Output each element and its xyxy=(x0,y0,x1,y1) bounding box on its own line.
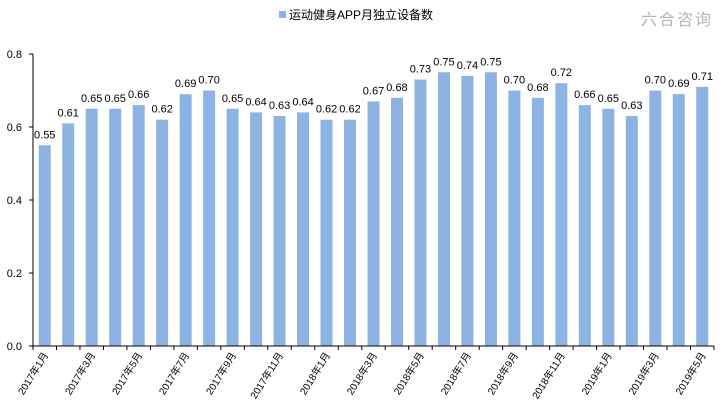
x-tick-label: 2018年9月 xyxy=(485,350,521,397)
bar xyxy=(672,94,685,347)
data-label: 0.55 xyxy=(34,129,55,141)
data-label: 0.63 xyxy=(621,100,642,112)
x-tick-label: 2018年7月 xyxy=(438,350,474,397)
bar xyxy=(297,112,310,347)
x-tick-label: 2018年3月 xyxy=(344,350,380,397)
x-tick-label: 2019年1月 xyxy=(579,350,615,397)
data-label: 0.72 xyxy=(551,67,572,79)
x-tick-label: 2019年3月 xyxy=(625,350,661,397)
bar xyxy=(484,72,497,346)
bar xyxy=(578,105,591,346)
bar xyxy=(414,79,427,347)
data-label: 0.70 xyxy=(504,75,525,87)
bar xyxy=(226,108,239,346)
bar xyxy=(109,108,122,346)
data-label: 0.66 xyxy=(574,89,595,101)
bar xyxy=(156,119,169,346)
x-tick-label: 2018年5月 xyxy=(391,350,427,397)
data-label: 0.65 xyxy=(222,93,243,105)
bar xyxy=(696,86,709,346)
data-labels: 0.550.610.65 0.65 0.660.620.69 0.700.65 0.64… xyxy=(34,56,713,141)
bar xyxy=(85,108,98,346)
data-label: 0.65 xyxy=(598,93,619,105)
data-label: 0.71 xyxy=(692,71,713,83)
x-tick-label: 2017年7月 xyxy=(156,350,192,397)
x-tick-label: 2019年5月 xyxy=(672,350,708,397)
watermark: 六合咨询 xyxy=(640,12,713,29)
data-label: 0.69 xyxy=(175,78,196,90)
data-label: 0.63 xyxy=(269,100,290,112)
bar xyxy=(390,97,403,346)
bar xyxy=(203,90,216,346)
data-label: 0.65 xyxy=(104,93,125,105)
x-tick-label: 2017年9月 xyxy=(203,350,239,397)
bar xyxy=(461,75,474,347)
bar xyxy=(250,112,263,347)
bar xyxy=(555,83,568,346)
bar xyxy=(508,90,521,346)
x-tick-label: 2017年1月 xyxy=(15,350,51,397)
data-label: 0.61 xyxy=(58,107,79,119)
bar xyxy=(625,116,638,346)
bar xyxy=(602,108,615,346)
data-label: 0.64 xyxy=(245,96,266,108)
x-axis: 2017年1月 2017年3月 2017年5月 2017年7月 2017年9月 2017年… xyxy=(15,345,715,402)
bar xyxy=(367,101,380,346)
bar xyxy=(320,119,333,346)
data-label: 0.66 xyxy=(128,89,149,101)
y-axis: 0.0 0.2 0.4 0.6 0.8 xyxy=(7,49,34,353)
legend: 运动健身APP月独立设备数 xyxy=(279,7,433,22)
data-label: 0.75 xyxy=(480,56,501,68)
data-label: 0.62 xyxy=(339,104,360,116)
data-label: 0.70 xyxy=(645,75,666,87)
bar xyxy=(132,105,145,346)
data-label: 0.68 xyxy=(527,82,548,94)
data-label: 0.67 xyxy=(363,85,384,97)
data-label: 0.70 xyxy=(198,75,219,87)
x-tick-label: 2017年3月 xyxy=(62,350,98,397)
x-tick-label: 2018年11月 xyxy=(529,350,568,402)
data-label: 0.65 xyxy=(81,93,102,105)
x-tick-label: 2017年5月 xyxy=(109,350,145,397)
data-label: 0.74 xyxy=(457,60,478,72)
x-tick-label: 2018年1月 xyxy=(297,350,333,397)
bar xyxy=(531,97,544,346)
data-label: 0.69 xyxy=(668,78,689,90)
legend-swatch xyxy=(279,11,286,18)
bar xyxy=(344,119,357,346)
y-tick-label: 0.0 xyxy=(7,341,22,353)
data-label: 0.62 xyxy=(151,104,172,116)
y-tick-label: 0.6 xyxy=(7,122,22,134)
data-label: 0.75 xyxy=(433,56,454,68)
bars xyxy=(38,72,709,347)
data-label: 0.64 xyxy=(292,96,313,108)
data-label: 0.73 xyxy=(410,64,431,76)
bar xyxy=(273,116,286,346)
y-tick-label: 0.8 xyxy=(7,49,22,61)
bar xyxy=(62,123,75,346)
bar xyxy=(179,94,192,347)
data-label: 0.62 xyxy=(316,104,337,116)
y-tick-label: 0.2 xyxy=(7,268,22,280)
bar xyxy=(38,145,51,346)
bar xyxy=(649,90,662,346)
bar xyxy=(437,72,450,346)
y-tick-label: 0.4 xyxy=(7,195,22,207)
data-label: 0.68 xyxy=(386,82,407,94)
x-tick-label: 2017年11月 xyxy=(247,350,286,402)
legend-label: 运动健身APP月独立设备数 xyxy=(289,7,433,22)
